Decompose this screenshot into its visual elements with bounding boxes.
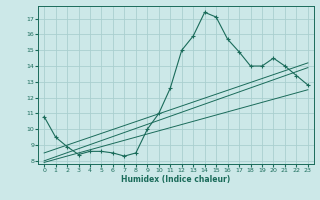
X-axis label: Humidex (Indice chaleur): Humidex (Indice chaleur) [121,175,231,184]
